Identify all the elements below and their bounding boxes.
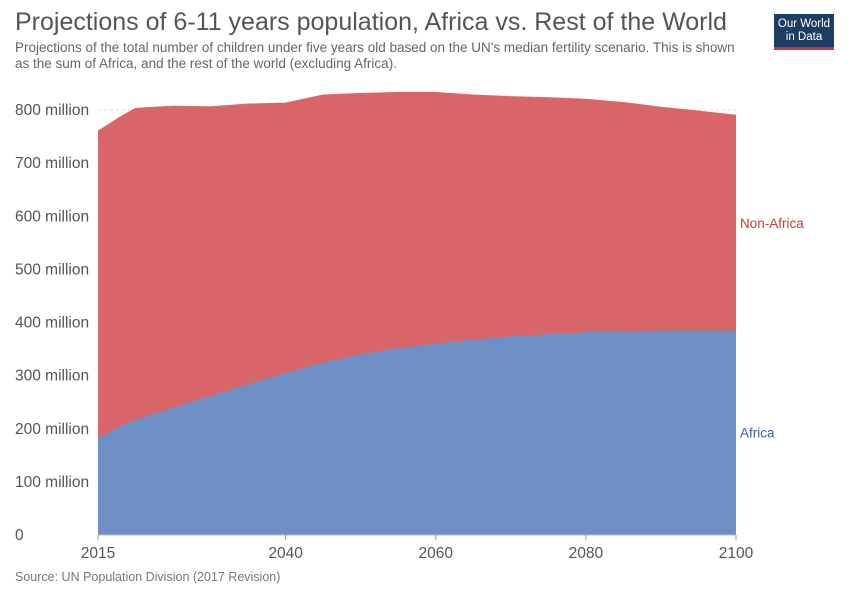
y-tick-label: 400 million bbox=[15, 315, 89, 332]
x-tick-label: 2060 bbox=[419, 545, 454, 562]
logo-line-1: Our World bbox=[777, 18, 831, 30]
y-tick-label: 600 million bbox=[15, 208, 89, 225]
area-non-africa[interactable] bbox=[98, 92, 736, 439]
chart-title: Projections of 6-11 years population, Af… bbox=[15, 8, 727, 36]
y-tick-label: 0 bbox=[15, 527, 24, 544]
x-axis-ticks: 2015 2040 2060 2080 2100 bbox=[81, 535, 754, 562]
legend: Africa Non-Africa bbox=[740, 216, 804, 441]
y-axis-ticks: 0 100 million 200 million 300 million 400 mi… bbox=[15, 102, 89, 544]
source-note: Source: UN Population Division (2017 Rev… bbox=[15, 570, 281, 584]
area-edge-non-africa bbox=[97, 91, 737, 132]
x-tick-label: 2100 bbox=[719, 545, 754, 562]
legend-label-non-africa: Non-Africa bbox=[740, 216, 804, 231]
owid-logo[interactable]: Our World in Data bbox=[774, 14, 834, 50]
legend-label-africa: Africa bbox=[740, 426, 775, 441]
x-tick-label: 2015 bbox=[81, 545, 115, 562]
x-tick-label: 2080 bbox=[569, 545, 604, 562]
y-tick-label: 100 million bbox=[15, 474, 89, 491]
logo-line-2: in Data bbox=[785, 31, 823, 43]
area-series bbox=[97, 91, 737, 536]
chart-subtitle: Projections of the total number of child… bbox=[15, 40, 735, 71]
y-tick-label: 500 million bbox=[15, 261, 89, 278]
y-tick-label: 700 million bbox=[15, 155, 89, 172]
y-tick-label: 300 million bbox=[15, 368, 89, 385]
y-tick-label: 200 million bbox=[15, 421, 89, 438]
x-tick-label: 2040 bbox=[268, 545, 303, 562]
y-tick-label: 800 million bbox=[15, 102, 89, 119]
